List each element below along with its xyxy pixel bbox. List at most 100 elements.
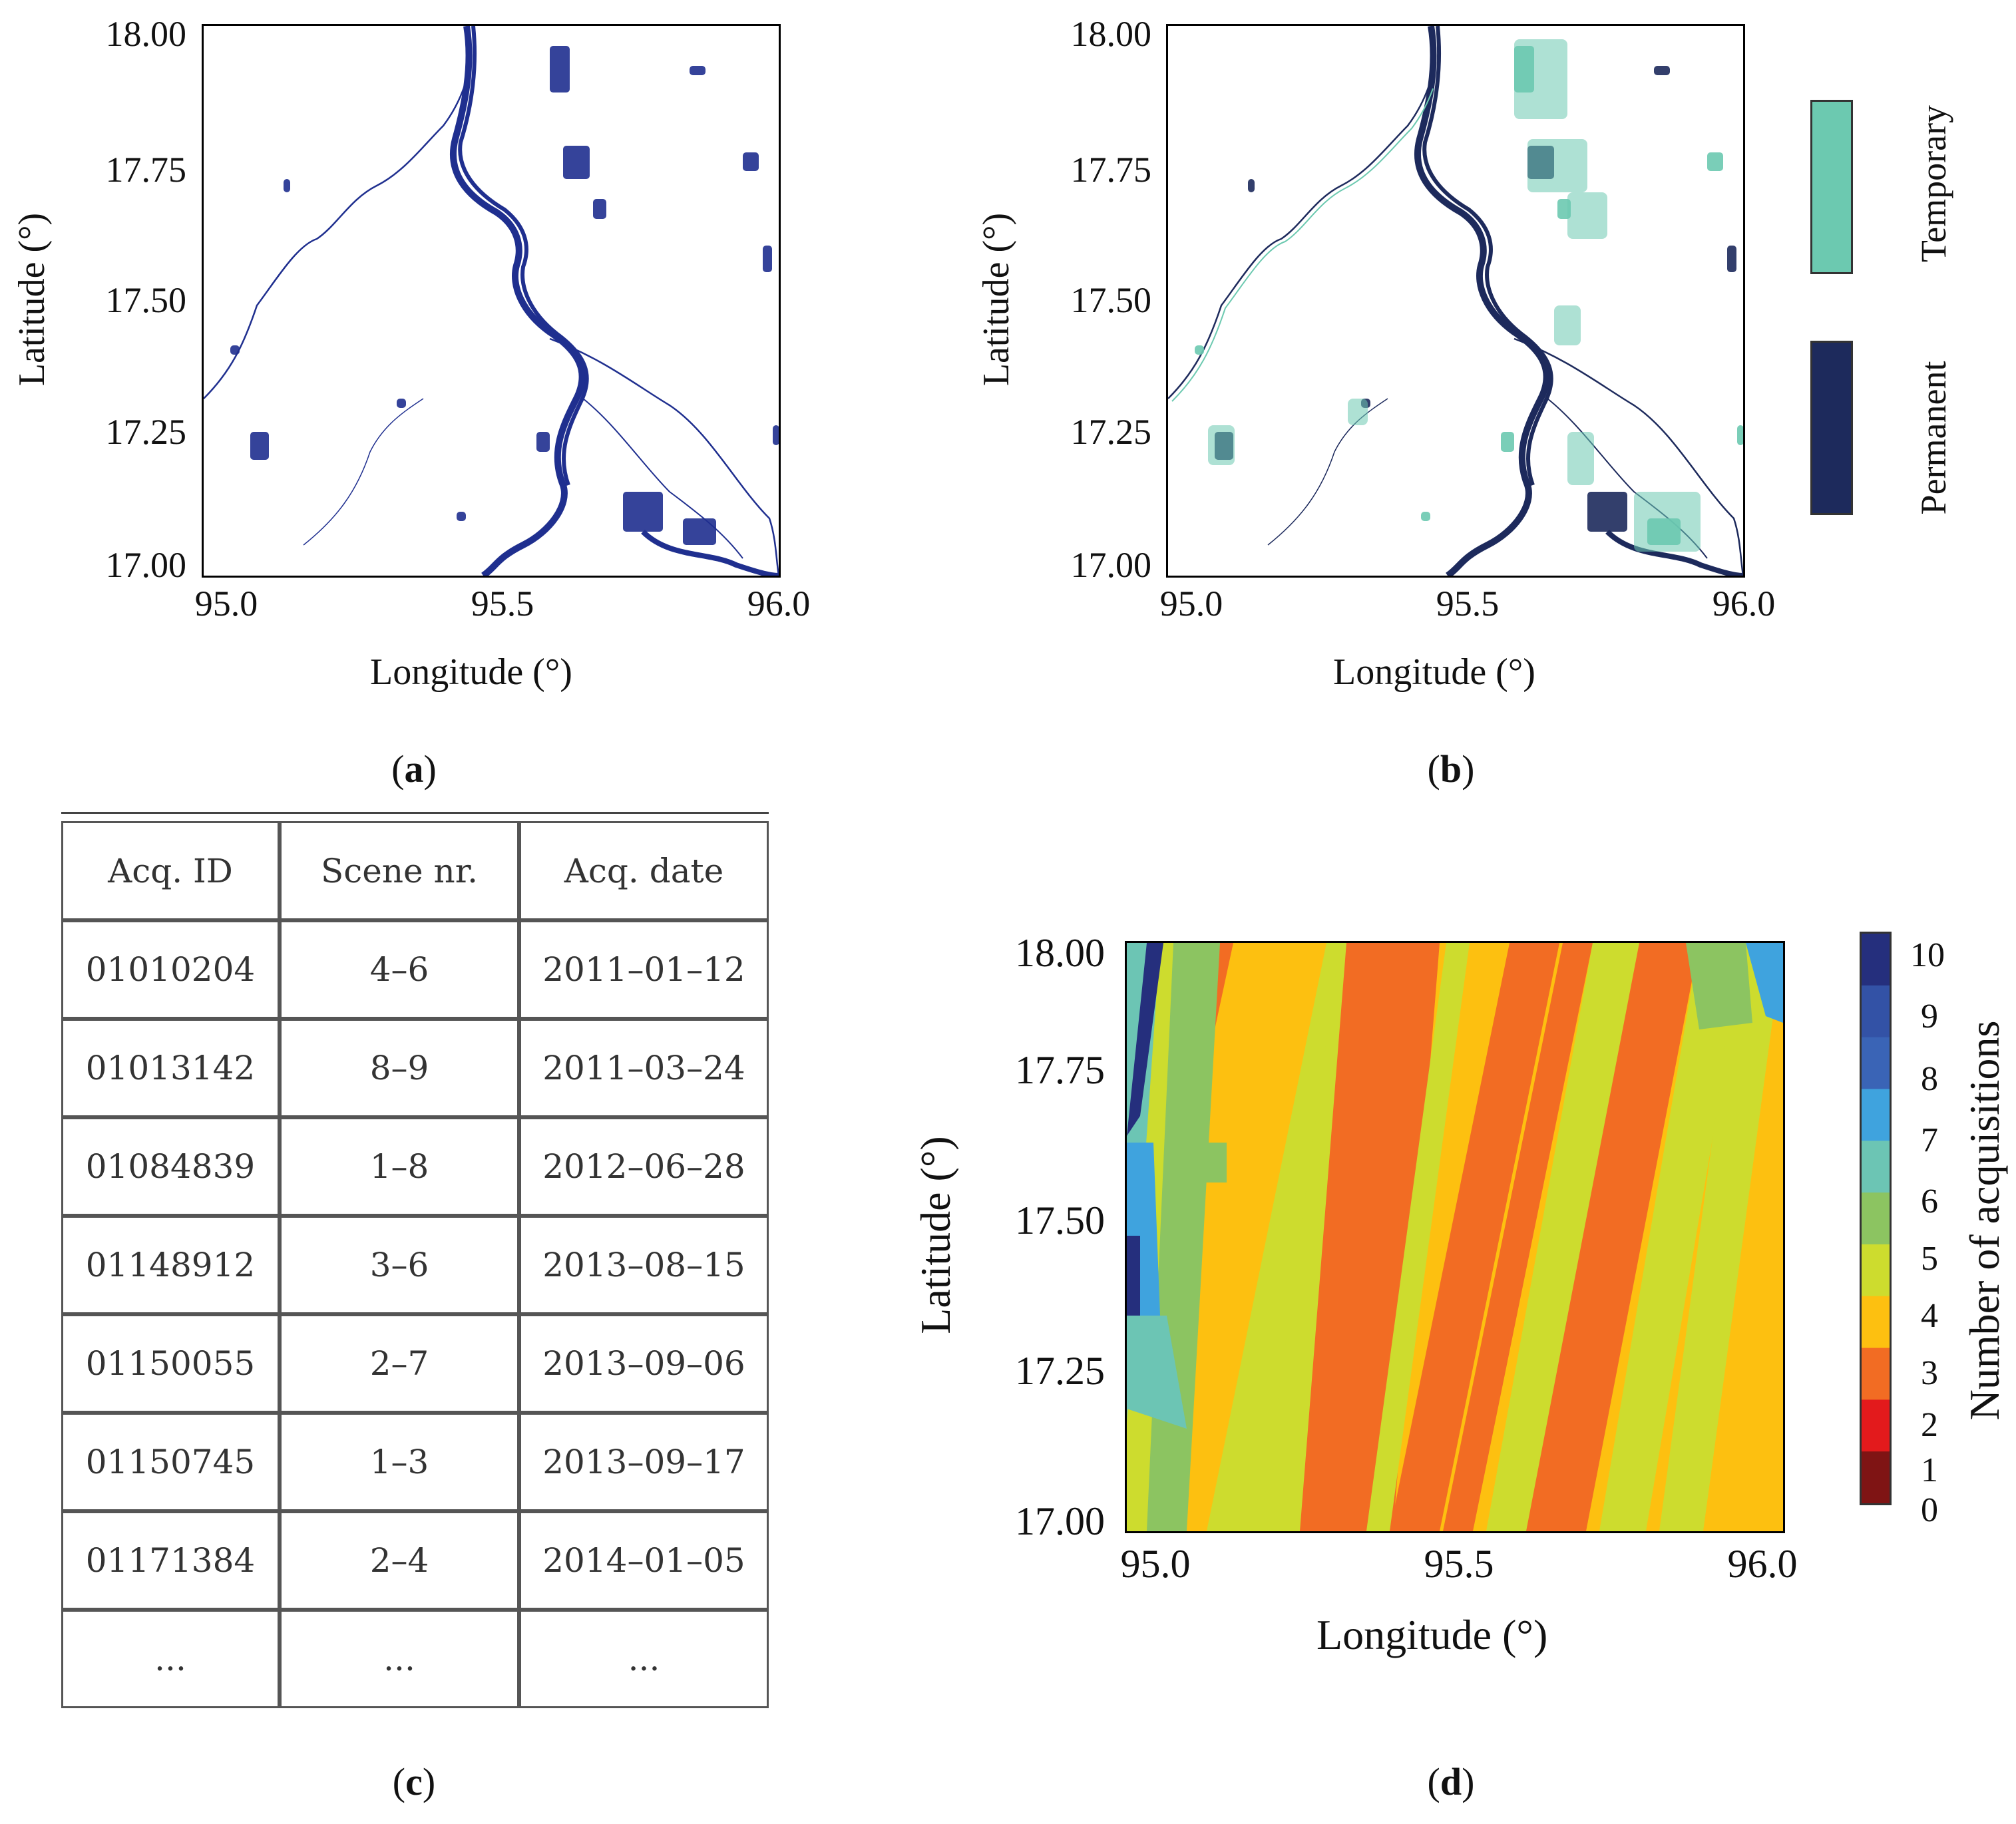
map-a-ytick: 17.75 xyxy=(105,150,187,190)
heatmap-ylabel: Latitude (°) xyxy=(912,1136,959,1334)
water-body xyxy=(284,179,290,192)
heatmap-ytick: 17.50 xyxy=(1015,1198,1105,1242)
water-body xyxy=(563,146,590,179)
heatmap-plot-area xyxy=(1125,941,1785,1533)
tributary-west xyxy=(1168,85,1430,399)
acquisition-stripe xyxy=(1173,1143,1227,1183)
water-body xyxy=(763,246,772,272)
temporary-water-area xyxy=(1208,425,1235,465)
colorbar-segment xyxy=(1862,1141,1890,1193)
map-a-ytick: 17.50 xyxy=(105,280,187,320)
acquisition-stripe xyxy=(1526,943,1699,1531)
table-top-rule xyxy=(61,812,769,814)
river-main-channel xyxy=(1414,26,1550,576)
tributary-southwest xyxy=(1267,398,1388,546)
colorbar-tick: 6 xyxy=(1921,1183,1938,1220)
acquisition-stripe xyxy=(1127,1236,1140,1316)
colorbar xyxy=(1860,932,1892,1505)
colorbar-segment xyxy=(1862,1451,1890,1503)
table-cell: 2013–08–15 xyxy=(519,1216,769,1314)
map-b-xtick: 96.0 xyxy=(1712,584,1776,624)
map-b-ytick: 17.50 xyxy=(1070,280,1152,320)
water-body xyxy=(1421,512,1430,521)
colorbar-tick: 8 xyxy=(1921,1060,1938,1098)
water-body xyxy=(1654,66,1670,75)
temporary-floodplain-channel xyxy=(1171,88,1434,402)
panel-c-label: (c) xyxy=(392,1760,436,1803)
map-b-ytick: 18.00 xyxy=(1070,14,1152,54)
table-cell: 8–9 xyxy=(280,1019,519,1117)
temporary-water-area xyxy=(1567,432,1594,485)
table-cell: 2011–03–24 xyxy=(519,1019,769,1117)
water-body xyxy=(250,432,269,460)
map-b-water xyxy=(1168,26,1743,576)
table-cell: ... xyxy=(280,1610,519,1708)
table-header-acq-id: Acq. ID xyxy=(61,821,280,920)
water-body xyxy=(550,46,570,92)
table-cell: 2–7 xyxy=(280,1314,519,1413)
tributary-west xyxy=(204,85,466,399)
river-main-channel xyxy=(449,26,586,576)
colorbar-segment xyxy=(1862,1089,1890,1141)
tributary-east xyxy=(549,337,779,576)
acquisition-stripe xyxy=(1366,943,1470,1531)
table-cell: 1–8 xyxy=(280,1117,519,1216)
table-row: 01150745 1–3 2013–09–17 xyxy=(61,1413,769,1511)
river-secondary-channel xyxy=(1422,26,1553,486)
map-a-xtick: 95.0 xyxy=(194,584,258,624)
colorbar-tick: 1 xyxy=(1921,1451,1938,1489)
water-body xyxy=(230,345,240,355)
legend-permanent-label: Permanent xyxy=(1914,361,1953,515)
map-a-ylabel: Latitude (°) xyxy=(11,212,53,387)
colorbar-tick: 9 xyxy=(1921,998,1938,1035)
temporary-water-area xyxy=(1348,399,1368,425)
water-body xyxy=(593,199,606,219)
colorbar-tick: 3 xyxy=(1921,1354,1938,1392)
table-cell: 4–6 xyxy=(280,920,519,1019)
water-body xyxy=(773,425,779,445)
acquisition-stripe xyxy=(1659,943,1783,1531)
colorbar-tick: 2 xyxy=(1921,1406,1938,1444)
acquisitions-table: Acq. ID Scene nr. Acq. date 01010204 4–6 2… xyxy=(61,821,769,1708)
acquisition-stripe xyxy=(1127,943,1163,1136)
heatmap-ytick: 17.00 xyxy=(1015,1499,1105,1543)
map-a-water xyxy=(204,26,779,576)
map-a-xtick: 95.5 xyxy=(471,584,534,624)
legend-temporary-label: Temporary xyxy=(1914,104,1953,263)
legend-permanent-swatch xyxy=(1810,341,1853,515)
acquisition-stripe xyxy=(1599,943,1746,1531)
map-b-ylabel: Latitude (°) xyxy=(976,212,1017,387)
table-cell: ... xyxy=(61,1610,280,1708)
table-row: 01013142 8–9 2011–03–24 xyxy=(61,1019,769,1117)
temporary-water-area xyxy=(1567,192,1607,239)
water-body xyxy=(1248,179,1255,192)
table-cell: 2013–09–17 xyxy=(519,1413,769,1511)
heatmap-ytick: 17.25 xyxy=(1015,1349,1105,1393)
water-body xyxy=(743,152,759,171)
water-body xyxy=(536,432,550,452)
acquisition-stripe xyxy=(1390,943,1559,1531)
table-cell: 2013–09–06 xyxy=(519,1314,769,1413)
temporary-water-area xyxy=(1554,305,1581,345)
water-body xyxy=(1727,246,1736,272)
table-cell: 2–4 xyxy=(280,1511,519,1610)
water-body xyxy=(690,66,706,75)
heatmap-xtick: 95.5 xyxy=(1424,1542,1494,1586)
colorbar-tick: 7 xyxy=(1921,1121,1938,1159)
map-b-ytick: 17.25 xyxy=(1070,412,1152,452)
legend-temporary-swatch xyxy=(1810,100,1853,274)
table-cell: 2014–01–05 xyxy=(519,1511,769,1610)
table-row: 01148912 3–6 2013–08–15 xyxy=(61,1216,769,1314)
table-header-scene-nr: Scene nr. xyxy=(280,821,519,920)
acquisition-stripe xyxy=(1686,943,1752,1029)
map-b-ytick: 17.00 xyxy=(1070,545,1152,585)
table-cell: 1–3 xyxy=(280,1413,519,1511)
colorbar-tick: 10 xyxy=(1910,936,1945,974)
water-body xyxy=(457,512,466,521)
map-a-ytick: 18.00 xyxy=(105,14,187,54)
colorbar-segment xyxy=(1862,1296,1890,1349)
table-header-acq-date: Acq. date xyxy=(519,821,769,920)
colorbar-segment xyxy=(1862,1348,1890,1400)
table-cell: 2011–01–12 xyxy=(519,920,769,1019)
heatmap-ytick: 17.75 xyxy=(1015,1048,1105,1092)
